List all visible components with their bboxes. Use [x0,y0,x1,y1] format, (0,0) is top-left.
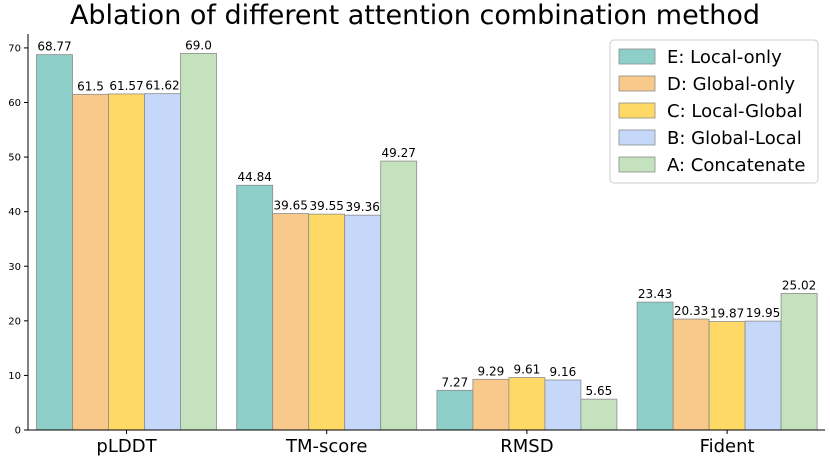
legend-swatch [618,75,656,92]
data-label: 9.61 [514,363,541,377]
bar-tm-score-series-0 [236,184,274,431]
bar-plddt-series-4 [180,52,217,431]
bar-tm-score-series-4 [380,160,418,431]
legend-swatch [618,156,656,173]
bar-plddt-series-3 [144,93,181,431]
bar-rmsd-series-4 [580,398,618,431]
data-label: 19.95 [746,306,780,320]
bars-group [36,52,818,431]
data-label: 9.29 [478,364,505,378]
chart-title: Ablation of different attention combinat… [70,0,760,31]
legend-label: D: Global-only [667,74,795,95]
data-label: 44.84 [238,170,272,184]
data-label: 61.5 [77,79,104,93]
y-tick-label: 50 [8,153,21,164]
bar-plddt-series-0 [36,54,73,431]
x-tick-label: RMSD [500,436,553,457]
y-tick-label: 0 [15,426,21,437]
data-labels: 68.77 61.5 61.57 61.62 69.0 44.84 39.65 39.55 39… [37,38,816,398]
x-tick-label: pLDDT [96,436,157,457]
data-label: 61.57 [109,79,143,93]
data-label: 9.16 [550,365,577,379]
data-label: 39.55 [310,199,344,213]
legend-swatch [618,102,656,119]
data-label: 69.0 [185,38,212,52]
y-tick-label: 30 [8,262,21,273]
data-label: 68.77 [37,40,71,54]
data-label: 39.65 [274,199,308,213]
bar-fident-series-3 [744,320,782,431]
bar-tm-score-series-2 [308,213,346,431]
legend-swatch [618,48,656,65]
legend-label: B: Global-Local [667,128,802,149]
bar-tm-score-series-3 [344,214,382,431]
bar-plddt-series-2 [108,93,145,431]
y-tick-label: 70 [8,43,21,54]
legend: E: Local-only D: Global-only C: Local-Glob… [609,39,819,184]
legend-label: E: Local-only [667,47,782,68]
legend-label: A: Concatenate [667,155,805,176]
x-axis: pLDDT TM-score RMSD Fident [28,429,825,457]
y-tick-label: 40 [8,207,21,218]
data-label: 5.65 [586,384,613,398]
data-label: 39.36 [346,200,380,214]
x-tick-label: TM-score [285,436,367,457]
data-label: 25.02 [782,278,816,292]
bar-rmsd-series-0 [436,389,474,431]
bar-fident-series-1 [672,318,710,431]
bar-plddt-series-1 [72,93,109,431]
data-label: 49.27 [382,146,416,160]
bar-fident-series-2 [708,321,746,431]
bar-rmsd-series-1 [472,378,510,431]
x-tick-label: Fident [700,436,755,457]
legend-swatch [618,129,656,146]
y-axis: 0 10 20 30 40 50 60 70 [8,34,29,437]
y-tick-label: 20 [8,316,21,327]
legend-box [609,39,819,184]
legend-label: C: Local-Global [667,101,803,122]
data-label: 20.33 [674,304,708,318]
bar-tm-score-series-1 [272,213,310,431]
bar-rmsd-series-2 [508,377,546,431]
bar-fident-series-4 [780,293,818,431]
data-label: 61.62 [145,79,179,93]
data-label: 7.27 [442,375,469,389]
y-tick-label: 10 [8,371,21,382]
bar-rmsd-series-3 [544,379,582,431]
data-label: 19.87 [710,307,744,321]
bar-fident-series-0 [636,301,674,431]
data-label: 23.43 [638,287,672,301]
y-tick-label: 60 [8,98,21,109]
